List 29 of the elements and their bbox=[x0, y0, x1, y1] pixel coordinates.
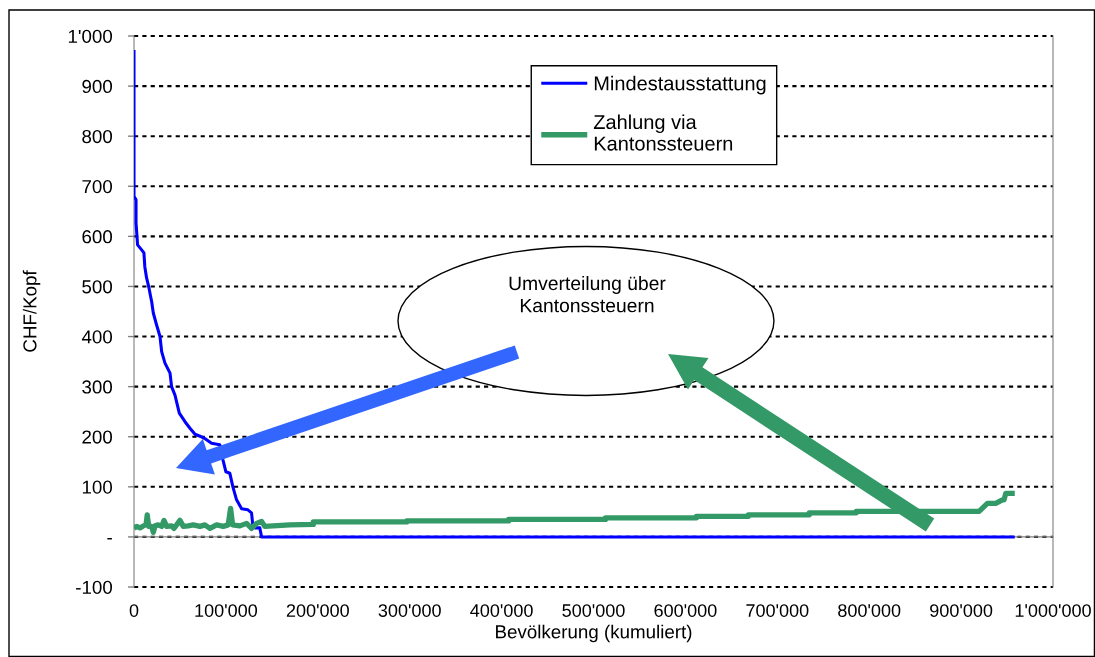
y-axis-title: CHF/Kopf bbox=[22, 270, 41, 352]
legend-label: Zahlung via Kantonssteuern bbox=[593, 114, 733, 151]
x-tick-label: 500'000 bbox=[562, 604, 625, 617]
x-tick-label: 1'000'000 bbox=[1015, 604, 1091, 617]
y-tick-label: 100 bbox=[82, 480, 113, 494]
x-tick-label: 0 bbox=[129, 604, 139, 617]
y-tick-label: - bbox=[107, 537, 112, 540]
line-series bbox=[134, 48, 1017, 539]
x-tick-label: 900'000 bbox=[930, 604, 993, 617]
x-tick-label: 800'000 bbox=[838, 604, 901, 617]
y-tick-label: 200 bbox=[82, 430, 113, 444]
x-axis-title: Bevölkerung (kumuliert) bbox=[496, 624, 692, 643]
y-tick-label: 1'000 bbox=[68, 29, 113, 43]
x-tick-label: 300'000 bbox=[378, 604, 441, 617]
y-tick-label: 600 bbox=[82, 230, 113, 244]
x-tick-label: 400'000 bbox=[470, 604, 533, 617]
x-tick-label: 100'000 bbox=[195, 604, 258, 617]
y-tick-label: 500 bbox=[82, 280, 113, 294]
x-tick-label: 600'000 bbox=[654, 604, 717, 617]
legend-label: Mindestausstattung bbox=[594, 75, 766, 95]
x-tick-label: 700'000 bbox=[746, 604, 809, 617]
y-tick-label: 400 bbox=[81, 330, 113, 344]
y-tick-label: 300 bbox=[82, 380, 113, 394]
y-tick-label: -100 bbox=[76, 580, 113, 594]
x-tick-label: 200'000 bbox=[286, 604, 349, 617]
y-tick-label: 900 bbox=[82, 79, 113, 94]
y-tick-label: 700 bbox=[82, 179, 113, 194]
y-tick-label: 800 bbox=[82, 129, 113, 144]
annotation: Umverteilung über Kantonssteuern bbox=[509, 275, 666, 313]
